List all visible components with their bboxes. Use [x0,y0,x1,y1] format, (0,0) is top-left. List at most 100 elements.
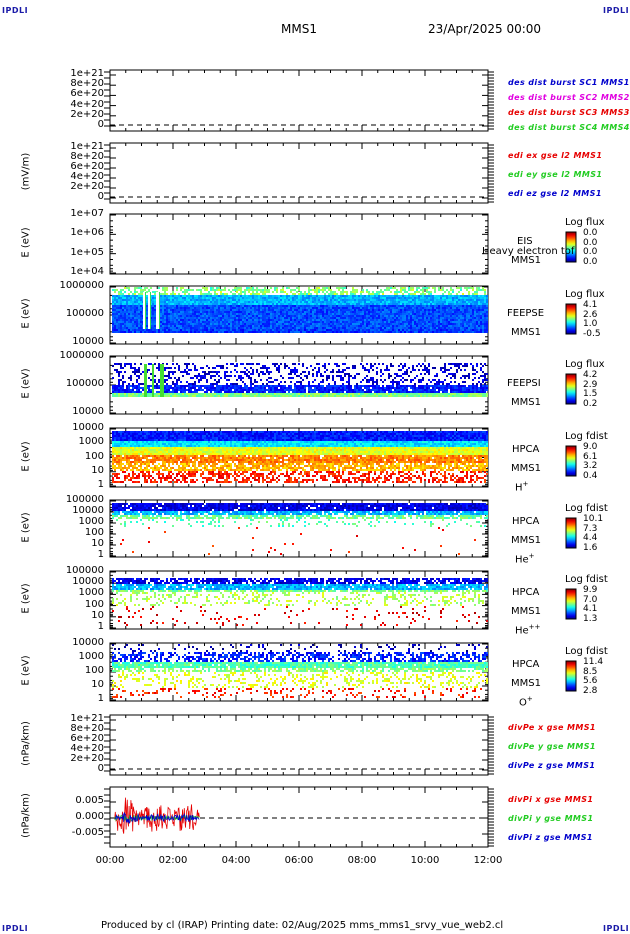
p2-legend-entry: edi ey gse l2 MMS1 [508,170,603,179]
p9-instrument-label: HPCA [512,659,540,670]
p7-ytick-label: 1 [97,549,104,560]
p6-species-label: H+ [515,480,529,494]
p1-ticks [104,70,494,131]
p5-spacecraft-label: MMS1 [511,397,541,408]
corner-mark-top-left: IPDLI [2,6,29,15]
p10-ylabel: (nPa/km) [20,721,32,766]
plot-date: 23/Apr/2025 00:00 [428,22,542,36]
p3-colorbar-value: 0.0 [583,247,598,257]
p11-ytick-label: 0.005 [75,795,104,806]
p8-spectrogram [112,578,488,626]
p3-ytick-label: 1e+05 [70,246,104,258]
p4-colorbar-value: 1.0 [583,319,598,329]
p10-ytick-label: 6e+20 [70,733,104,744]
p7-ytick-label: 1000 [78,516,104,527]
p7-colorbar-value: 4.4 [583,533,598,543]
p6-species-charge: + [522,480,529,488]
p2-legend-entry: edi ex gse l2 MMS1 [508,151,603,160]
p1-ytick-label: 2e+20 [70,108,104,120]
p9-colorbar-value: 5.6 [583,676,598,686]
p9-colorbar-value: 11.4 [583,657,604,667]
x-tick-label: 00:00 [95,855,125,866]
p9-ylabel: E (eV) [20,655,32,686]
p6-ytick-label: 10000 [72,422,104,433]
p4-ytick-label: 100000 [65,308,104,319]
x-tick-label: 08:00 [347,855,377,866]
p2-ytick-label: 2e+20 [70,181,104,192]
p8-species-label: He++ [515,623,541,637]
p6-colorbar-value: 0.4 [583,470,598,481]
p2-ticks [104,143,494,203]
p2-frame [109,142,489,204]
p9-ytick-label: 10000 [72,637,104,648]
p7-colorbar-value: 10.1 [583,514,604,524]
p6-ytick-label: 1 [97,479,104,490]
p8-ytick-label: 1 [97,621,104,632]
p1-ytick-label: 0 [97,119,104,130]
p2-legend-entry: edi ez gse l2 MMS1 [508,189,602,198]
p5-colorbar-value: 1.5 [583,389,598,399]
p5-colorbar-value: 0.2 [583,398,598,409]
p4-ytick-label: 1000000 [59,280,104,291]
p8-colorbar-value: 1.3 [583,613,598,624]
x-tick-label: 10:00 [410,855,440,866]
p10-ytick-label: 0 [97,763,104,774]
p6-instrument-label: HPCA [512,444,540,455]
p4-colorbar-value: 4.1 [583,300,598,310]
p11-ticks [104,787,494,847]
p10-legend-entry: divPe x gse MMS1 [508,723,596,732]
p4-data-gap [148,292,150,329]
p11-ytick-label: 0.000 [75,811,104,822]
p1-legend-entry: des dist burst SC4 MMS4 [508,123,630,132]
spacecraft-title: MMS1 [281,22,317,36]
p7-spectrogram [112,503,488,555]
p5-burst-stripe [144,364,147,397]
p3-ylabel: E (eV) [20,227,32,258]
p9-colorbar [565,660,577,692]
p5-colorbar [565,373,577,405]
p7-colorbar-title: Log fdist [565,503,608,514]
p2-ytick-label: 0 [97,191,104,202]
p4-data-gap [143,292,145,329]
p9-ytick-label: 1 [97,693,104,704]
p3-ytick-label: 1e+04 [70,266,104,277]
corner-mark-bottom-left: IPDLI [2,924,29,933]
p4-data-edge [145,292,146,329]
p5-ytick-label: 10000 [72,406,104,417]
p5-spectrogram [112,363,488,397]
p3-overlay-text: Heavy electron tof [482,246,575,257]
p1-ytick-label: 8e+20 [70,78,104,90]
p5-colorbar-value: 2.9 [583,379,598,390]
p3-ticks [109,214,489,274]
p3-spacecraft-label: MMS1 [511,255,541,266]
p7-colorbar-value: 7.3 [583,523,598,534]
p5-ylabel: E (eV) [20,368,32,399]
p4-colorbar-value: -0.5 [583,328,601,339]
p5-colorbar-title: Log flux [565,359,605,370]
p5-burst-stripe [160,364,164,397]
p3-colorbar-value: 0.0 [583,228,598,238]
p8-spacecraft-label: MMS1 [511,606,541,617]
p6-ytick-label: 1000 [78,436,104,448]
p9-spectrogram [112,644,488,698]
p6-colorbar [565,445,577,477]
p7-ylabel: E (eV) [20,511,32,543]
x-tick-label: 04:00 [221,855,251,866]
p4-instrument-label: FEEPSE [507,308,545,319]
p9-ytick-label: 100 [84,665,104,676]
p8-colorbar-value: 7.0 [583,594,598,605]
p10-frame [109,714,489,776]
p4-spacecraft-label: MMS1 [511,327,541,338]
p11-legend-entry: divPi x gse MMS1 [508,795,594,804]
p6-colorbar-value: 3.2 [583,461,598,471]
p1-legend-entry: des dist burst SC3 MMS3 [508,108,630,117]
p3-ytick-label: 1e+07 [70,208,104,219]
corner-mark-top-right: IPDLI [603,6,630,15]
footer-credits: Produced by cl (IRAP) Printing date: 02/… [101,920,504,931]
p8-species-charge: ++ [528,623,541,631]
p11-ylabel: (nPa/km) [20,793,32,838]
p8-instrument-label: HPCA [512,587,540,598]
p11-legend-entry: divPi y gse MMS1 [508,814,594,823]
p3-frame [109,213,489,275]
